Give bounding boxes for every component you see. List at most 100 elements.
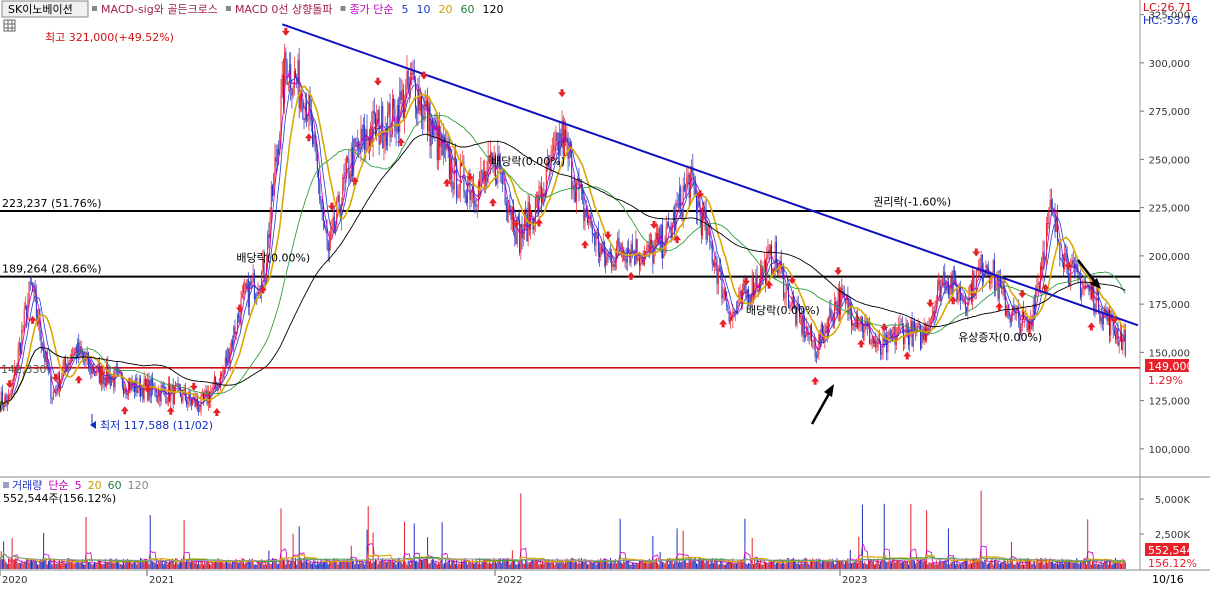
volume-bar <box>410 564 412 569</box>
candle-body <box>297 60 299 84</box>
candle-body <box>481 170 483 173</box>
volume-bar <box>404 521 406 569</box>
volume-bar <box>665 559 667 569</box>
candle-body <box>261 271 263 293</box>
volume-bar <box>688 559 690 569</box>
grid-icon[interactable] <box>3 19 16 32</box>
volume-bar <box>27 557 29 569</box>
candle-body <box>79 346 81 356</box>
volume-bar <box>236 560 238 569</box>
candle-body <box>909 330 911 345</box>
volume-bar <box>1105 561 1107 569</box>
candle-body <box>966 307 968 312</box>
volume-bar <box>976 560 978 569</box>
volume-bar <box>826 561 828 569</box>
volume-bar <box>288 563 290 569</box>
candle-body <box>173 385 175 404</box>
volume-bar <box>968 564 970 569</box>
candle-body <box>515 237 517 244</box>
candle-body <box>296 77 298 84</box>
volume-bar <box>14 559 16 569</box>
volume-bar <box>867 559 869 569</box>
volume-bar <box>251 558 253 569</box>
candle-body <box>12 378 14 384</box>
volume-bar <box>490 563 492 569</box>
candle-body <box>613 264 615 267</box>
volume-bar <box>23 561 25 569</box>
volume-bar <box>1092 561 1094 569</box>
candle-body <box>41 347 43 350</box>
candle-body <box>1118 341 1120 346</box>
volume-bar <box>411 558 413 569</box>
candle-body <box>189 391 191 400</box>
candle-body <box>663 254 665 259</box>
volume-bar <box>671 560 673 569</box>
candle-body <box>92 366 94 374</box>
volume-bar <box>1050 561 1052 569</box>
volume-bar <box>1075 562 1077 569</box>
candle-body <box>533 222 535 230</box>
candle-body <box>744 284 746 293</box>
volume-bar <box>720 558 722 569</box>
candle-body <box>548 162 550 167</box>
volume-bar <box>681 561 683 569</box>
volume-bar <box>1064 561 1066 569</box>
candle-body <box>304 102 306 121</box>
candle-body <box>823 333 825 343</box>
volume-bar <box>811 560 813 569</box>
candle-body <box>1109 310 1111 336</box>
volume-bar <box>1079 561 1081 569</box>
candle-body <box>824 329 826 343</box>
pointer-arrow-up-icon <box>810 384 834 425</box>
volume-bar <box>716 559 718 569</box>
candle-body <box>396 104 398 132</box>
candle-body <box>749 296 751 306</box>
volume-bar <box>884 560 886 569</box>
volume-bar <box>359 560 361 569</box>
candle-body <box>893 326 895 335</box>
volume-bar <box>781 561 783 569</box>
volume-bar <box>974 559 976 569</box>
candle-body <box>445 143 447 150</box>
volume-bar <box>459 564 461 569</box>
volume-bar <box>579 563 581 569</box>
candle-body <box>1124 329 1126 356</box>
candle-body <box>171 384 173 390</box>
volume-bar <box>917 557 919 569</box>
volume-bar <box>365 561 367 569</box>
candle-body <box>819 334 821 345</box>
volume-bar <box>45 558 47 569</box>
volume-bar <box>226 560 228 569</box>
volume-bar <box>642 562 644 569</box>
volume-bar <box>859 558 861 569</box>
candle-body <box>961 296 963 301</box>
sell-arrow-icon <box>558 89 567 98</box>
volume-bar <box>245 562 247 569</box>
volume-bar <box>545 560 547 569</box>
buy-arrow-icon <box>581 240 590 249</box>
volume-bar <box>83 564 85 569</box>
candle-body <box>156 396 158 398</box>
volume-bar <box>828 561 830 569</box>
candle-body <box>748 289 750 306</box>
volume-bar <box>944 561 946 569</box>
volume-bar <box>570 559 572 569</box>
event-annotation: 배당락(0.00%) <box>746 304 820 317</box>
stock-name-box[interactable] <box>1 0 89 18</box>
candle-body <box>110 378 112 386</box>
candle-body <box>1094 311 1096 313</box>
volume-bar <box>560 562 562 569</box>
volume-bar <box>599 560 601 569</box>
candle-body <box>390 134 392 137</box>
candle-body <box>1082 286 1084 290</box>
hc-value: HC:-53.76 <box>1143 14 1198 27</box>
volume-bar <box>789 559 791 569</box>
volume-bar <box>475 558 477 569</box>
volume-bar <box>316 561 318 569</box>
volume-bar <box>645 561 647 569</box>
volume-bar <box>577 563 579 569</box>
candle-body <box>219 374 221 388</box>
volume-bar <box>171 558 173 569</box>
